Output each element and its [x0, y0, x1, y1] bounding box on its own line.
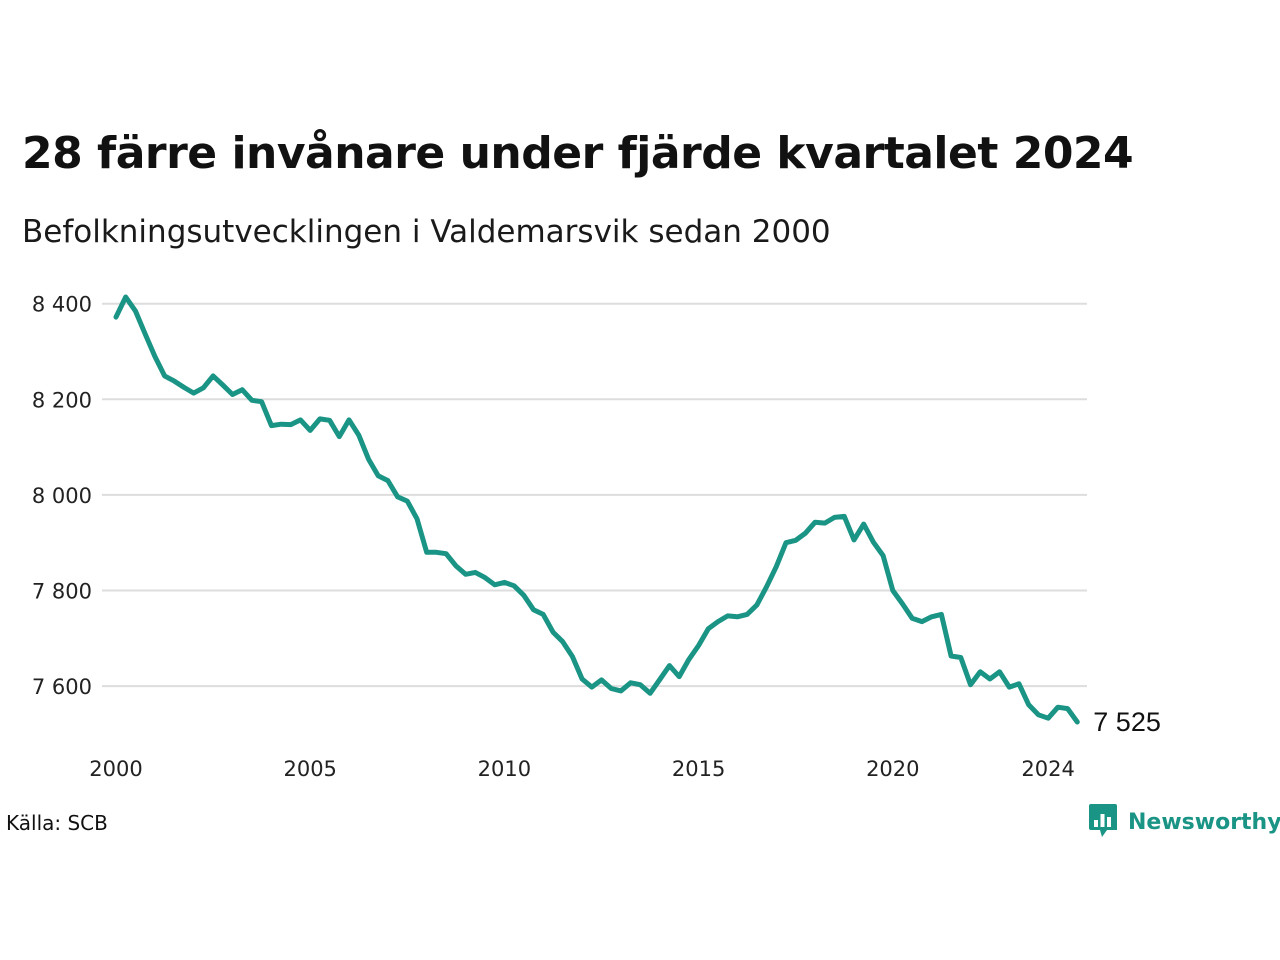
series-line	[113, 294, 1080, 725]
chart-subtitle: Befolkningsutvecklingen i Valdemarsvik s…	[22, 214, 831, 250]
x-tick-label: 2015	[672, 757, 725, 781]
x-tick-label: 2000	[89, 757, 142, 781]
bar-chart-speech-bubble-icon	[1088, 802, 1118, 842]
end-value-label: 7 525	[1093, 707, 1161, 737]
x-tick-label: 2010	[478, 757, 531, 781]
y-axis-ticks: 8 400 8 200 8 000 7 800 7 600	[32, 293, 92, 699]
x-tick-label: 2005	[283, 757, 336, 781]
y-tick-label: 7 800	[32, 580, 92, 604]
brand-logo: Newsworthy	[1088, 802, 1280, 842]
y-tick-label: 8 000	[32, 484, 92, 508]
gridlines	[102, 302, 1087, 688]
x-tick-label: 2020	[866, 757, 919, 781]
brand-name: Newsworthy	[1128, 809, 1280, 835]
y-tick-label: 7 600	[32, 675, 92, 699]
y-tick-label: 8 200	[32, 388, 92, 412]
chart-title: 28 färre invånare under fjärde kvartalet…	[22, 128, 1134, 179]
x-axis-ticks: 2000 2005 2010 2015 2020 2024	[89, 757, 1075, 781]
x-tick-label: 2024	[1021, 757, 1074, 781]
source-note: Källa: SCB	[6, 811, 108, 835]
y-tick-label: 8 400	[32, 293, 92, 317]
